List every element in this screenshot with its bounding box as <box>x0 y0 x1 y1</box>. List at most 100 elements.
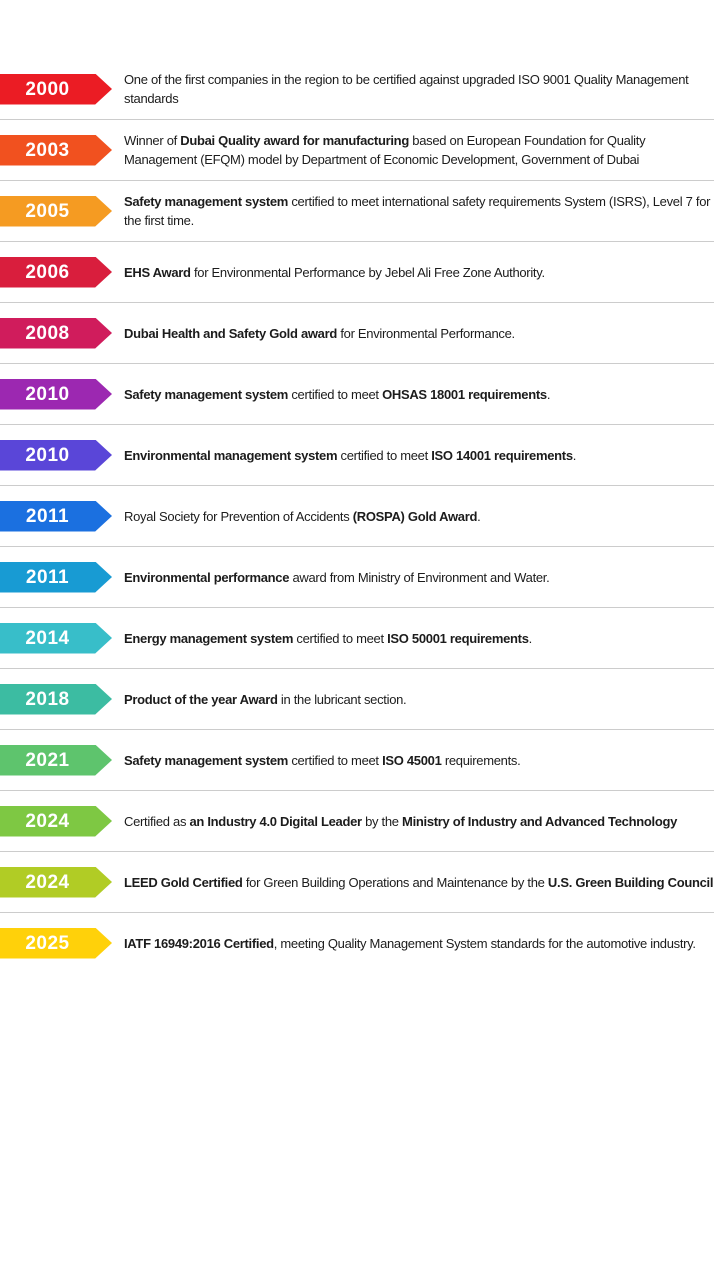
award-description: Dubai Health and Safety Gold award for E… <box>124 324 718 343</box>
year-arrow: 2018 <box>0 683 112 715</box>
award-description: Safety management system certified to me… <box>124 385 718 404</box>
award-description: Energy management system certified to me… <box>124 629 718 648</box>
timeline-row: 2010 Environmental management system cer… <box>0 425 720 485</box>
description-segment-bold: U.S. Green Building Council <box>547 874 714 890</box>
timeline-row: 2011 Environmental performance award fro… <box>0 547 720 607</box>
row-divider <box>0 119 714 120</box>
year-label: 2005 <box>25 200 70 222</box>
description-segment: certified to meet <box>288 386 383 402</box>
description-segment: . <box>546 386 551 402</box>
timeline-row: 2024 Certified as an Industry 4.0 Digita… <box>0 791 720 851</box>
description-segment: certified to meet <box>337 447 432 463</box>
year-arrow: 2025 <box>0 927 112 959</box>
year-arrow: 2006 <box>0 256 112 288</box>
timeline-row: 2000 One of the first companies in the r… <box>0 59 720 119</box>
description-segment: . <box>477 508 481 524</box>
award-description: Environmental performance award from Min… <box>124 568 718 587</box>
year-arrow: 2014 <box>0 622 112 654</box>
award-description: One of the first companies in the region… <box>124 70 718 108</box>
description-segment: . <box>528 630 533 646</box>
award-description: Winner of Dubai Quality award for manufa… <box>124 131 718 169</box>
row-divider <box>0 363 714 364</box>
description-segment-bold: OHSAS 18001 requirements <box>382 386 547 402</box>
timeline-row: 2010 Safety management system certified … <box>0 364 720 424</box>
description-segment: . <box>572 447 577 463</box>
description-segment: award from Ministry of Environment and W… <box>289 569 550 585</box>
description-segment-bold: EHS Award <box>124 264 191 280</box>
timeline-row: 2011 Royal Society for Prevention of Acc… <box>0 486 720 546</box>
year-label: 2003 <box>25 139 70 161</box>
description-segment-bold: an Industry 4.0 Digital Leader <box>189 813 362 829</box>
description-segment: for Environmental Performance by Jebel A… <box>190 264 545 280</box>
description-segment-bold: Ministry of Industry and Advanced Techno… <box>402 813 678 829</box>
row-divider <box>0 180 714 181</box>
timeline-row: 2024 LEED Gold Certified for Green Build… <box>0 852 720 912</box>
year-arrow: 2024 <box>0 866 112 898</box>
row-divider <box>0 241 714 242</box>
description-segment: Winner of <box>124 133 181 148</box>
description-segment: for Environmental Performance. <box>337 325 515 341</box>
description-segment-bold: ISO 14001 requirements <box>431 447 573 463</box>
description-segment: certified to meet <box>288 752 383 768</box>
award-description: Royal Society for Prevention of Accident… <box>124 507 718 526</box>
description-segment: requirements. <box>441 752 521 768</box>
description-segment: certified to meet international safety r… <box>124 194 711 228</box>
timeline-row: 2021 Safety management system certified … <box>0 730 720 790</box>
description-segment-bold: (ROSPA) Gold Award <box>352 508 478 524</box>
description-segment: for Green Building Operations and Mainte… <box>242 874 548 890</box>
row-divider <box>0 851 714 852</box>
year-arrow: 2011 <box>0 500 112 532</box>
description-segment: based on European Foundation for Quality… <box>124 133 646 167</box>
timeline-row: 2006 EHS Award for Environmental Perform… <box>0 242 720 302</box>
year-label: 2024 <box>25 810 70 832</box>
row-divider <box>0 607 714 608</box>
year-label: 2011 <box>25 566 70 588</box>
description-segment: Certified as <box>124 813 190 829</box>
description-segment-bold: Dubai Health and Safety Gold award <box>124 325 338 341</box>
year-arrow: 2008 <box>0 317 112 349</box>
description-segment-bold: ISO 50001 requirements <box>387 630 529 646</box>
description-segment: , meeting Quality Management System stan… <box>273 935 696 951</box>
year-label: 2025 <box>25 932 70 954</box>
year-arrow: 2010 <box>0 439 112 471</box>
row-divider <box>0 790 714 791</box>
year-label: 2010 <box>25 383 70 405</box>
timeline-row: 2008 Dubai Health and Safety Gold award … <box>0 303 720 363</box>
year-label: 2014 <box>25 627 70 649</box>
description-segment-bold: Environmental management system <box>124 447 338 463</box>
description-segment: in the lubricant section. <box>277 691 407 707</box>
description-segment: Royal Society for Prevention of Accident… <box>124 508 353 524</box>
year-label: 2010 <box>25 444 70 466</box>
description-segment-bold: ISO 45001 <box>382 752 442 768</box>
year-label: 2018 <box>25 688 70 710</box>
row-divider <box>0 668 714 669</box>
award-description: EHS Award for Environmental Performance … <box>124 263 718 282</box>
year-arrow: 2011 <box>0 561 112 593</box>
description-segment-bold: Environmental performance <box>124 569 290 585</box>
award-description: Certified as an Industry 4.0 Digital Lea… <box>124 812 718 831</box>
year-arrow: 2003 <box>0 134 112 166</box>
description-segment-bold: Dubai Quality award for manufacturing <box>180 133 409 148</box>
year-label: 2008 <box>25 322 70 344</box>
award-description: IATF 16949:2016 Certified, meeting Quali… <box>124 934 718 953</box>
year-label: 2024 <box>25 871 70 893</box>
award-description: LEED Gold Certified for Green Building O… <box>124 873 718 892</box>
description-segment-bold: IATF 16949:2016 Certified <box>124 935 274 951</box>
awards-timeline: 2000 One of the first companies in the r… <box>0 59 720 959</box>
award-description: Product of the year Award in the lubrica… <box>124 690 718 709</box>
timeline-row: 2005 Safety management system certified … <box>0 181 720 241</box>
year-arrow: 2005 <box>0 195 112 227</box>
row-divider <box>0 485 714 486</box>
year-label: 2011 <box>25 505 70 527</box>
year-label: 2021 <box>25 749 70 771</box>
award-description: Safety management system certified to me… <box>124 751 718 770</box>
year-arrow: 2024 <box>0 805 112 837</box>
description-segment: One of the first companies in the region… <box>124 72 689 106</box>
row-divider <box>0 729 714 730</box>
description-segment: by the <box>361 813 403 829</box>
description-segment-bold: Safety management system <box>124 386 289 402</box>
description-segment-bold: Safety management system <box>124 194 289 209</box>
row-divider <box>0 912 714 913</box>
year-label: 2000 <box>25 78 70 100</box>
